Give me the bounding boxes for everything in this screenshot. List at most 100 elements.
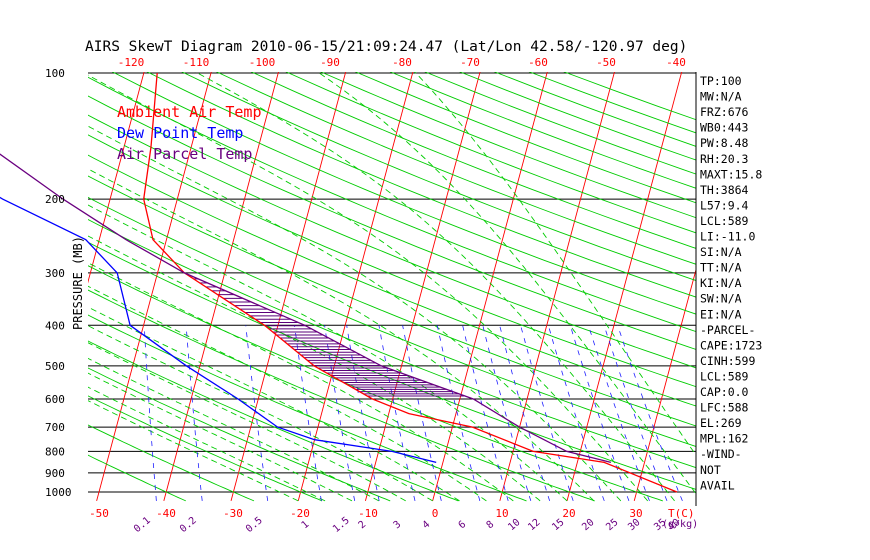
- dry-adiabat-line: [88, 395, 323, 502]
- dry-adiabat-line: [88, 154, 696, 407]
- index-value: MAXT:15.8: [700, 167, 762, 181]
- index-value: TH:3864: [700, 183, 749, 197]
- moist-adiabat-line: [88, 285, 487, 502]
- dry-adiabat-line: [320, 72, 696, 219]
- mixing-ratio-label: 20: [580, 517, 596, 533]
- index-value: LFC:588: [700, 401, 749, 415]
- pressure-tick-label: 400: [45, 319, 65, 332]
- dry-adiabat-line: [88, 219, 696, 469]
- index-value: RH:20.3: [700, 152, 749, 166]
- isotherm-line: [0, 54, 15, 501]
- isotherm-line: [432, 72, 548, 501]
- index-value: EL:269: [700, 416, 742, 430]
- mixing-ratio-line: [185, 325, 203, 501]
- dry-adiabat-line: [88, 76, 696, 333]
- moist-adiabat-line: [414, 72, 696, 456]
- index-value: -WIND-: [700, 447, 742, 461]
- dew-point-line: [0, 196, 437, 464]
- mixing-ratio-line: [436, 325, 481, 501]
- moist-adiabat-line: [194, 72, 675, 502]
- isotherm-line: [96, 72, 212, 501]
- index-value: LI:-11.0: [700, 230, 755, 244]
- moist-adiabat-line: [88, 342, 406, 502]
- mixing-ratio-line: [402, 325, 442, 501]
- moist-adiabat-line: [88, 74, 649, 502]
- mixing-ratio-label: 0.1: [132, 515, 153, 535]
- moist-adiabat-line: [88, 235, 541, 502]
- dry-adiabat-line: [250, 72, 696, 249]
- mixing-ratio-label: 1: [300, 519, 312, 531]
- mixing-ratio-label: 0.2: [178, 515, 199, 535]
- index-value: L57:9.4: [700, 198, 749, 212]
- index-value: AVAIL: [700, 478, 735, 492]
- top-temp-tick-label: -70: [460, 56, 480, 69]
- isotherm-line: [633, 268, 696, 501]
- dry-adiabat-line: [181, 72, 696, 281]
- mixing-ratio-line: [245, 325, 269, 501]
- mixing-ratio-line: [294, 325, 322, 501]
- isotherm-line: [230, 72, 347, 501]
- dry-adiabat-line: [88, 314, 527, 502]
- top-temp-tick-label: -60: [528, 56, 548, 69]
- mixing-ratio-label: 10: [506, 517, 522, 533]
- moist-adiabat-line: [88, 372, 353, 502]
- dry-adiabat-line: [88, 134, 696, 388]
- mixing-ratio-label: 8: [485, 519, 497, 531]
- index-value: CAPE:1723: [700, 338, 762, 352]
- pressure-tick-label: 600: [45, 393, 65, 406]
- top-temp-tick-label: -80: [392, 56, 412, 69]
- index-value: NOT: [700, 463, 721, 477]
- dry-adiabat-line: [216, 72, 696, 265]
- isotherm-line: [0, 54, 82, 501]
- index-value: MW:N/A: [700, 90, 742, 104]
- dry-adiabat-line: [146, 72, 696, 298]
- chart-title: AIRS SkewT Diagram 2010-06-15/21:09:24.4…: [85, 39, 687, 55]
- index-value: EI:N/A: [700, 307, 742, 321]
- isotherm-line: [566, 72, 683, 501]
- y-axis-label: PRESSURE (MB): [71, 236, 85, 330]
- index-value: WB0:443: [700, 121, 749, 135]
- pressure-tick-label: 100: [45, 67, 65, 80]
- legend-entry: Air Parcel Temp: [117, 145, 252, 163]
- bottom-temp-tick-label: -20: [290, 507, 310, 520]
- top-temp-tick-label: -120: [118, 56, 145, 69]
- dry-adiabat-line: [88, 196, 696, 447]
- legend-entry: Dew Point Temp: [117, 124, 243, 142]
- index-value: PW:8.48: [700, 136, 749, 150]
- bottom-temp-tick-label: -10: [358, 507, 378, 520]
- parcel-temp-line: [0, 153, 612, 464]
- mixing-ratio-line: [143, 325, 157, 501]
- dry-adiabat-line: [111, 72, 696, 315]
- isotherm-line: [769, 54, 870, 501]
- moist-adiabat-line: [88, 400, 299, 502]
- dry-adiabat-line: [528, 72, 696, 134]
- pressure-tick-label: 300: [45, 267, 65, 280]
- dry-adiabat-line: [424, 72, 696, 175]
- mixing-ratio-label: 25: [604, 517, 620, 533]
- dry-adiabat-line: [88, 289, 595, 502]
- isotherm-line: [163, 72, 279, 501]
- bottom-temp-tick-label: 0: [432, 507, 439, 520]
- mixing-ratio-label: 1.5: [331, 515, 352, 535]
- dry-adiabat-line: [88, 367, 391, 502]
- index-value: LCL:589: [700, 369, 749, 383]
- moist-adiabat-line: [88, 386, 326, 502]
- dry-adiabat-line: [88, 424, 255, 502]
- dry-adiabat-line: [88, 114, 696, 369]
- pressure-tick-label: 1000: [45, 486, 72, 499]
- mixing-ratio-line: [499, 325, 550, 502]
- mixing-ratio-line: [482, 325, 532, 502]
- x-axis-label: T(C): [668, 507, 695, 520]
- pressure-tick-label: 500: [45, 360, 65, 373]
- index-value: SI:N/A: [700, 245, 742, 259]
- mixing-ratio-label: 4: [421, 519, 433, 531]
- bottom-temp-tick-label: -30: [223, 507, 243, 520]
- moist-adiabat-line: [88, 125, 622, 502]
- isotherm-line: [297, 72, 414, 501]
- moist-adiabat-line: [316, 72, 696, 495]
- dry-adiabat-line: [88, 175, 696, 427]
- mixing-ratio-unit-label: (g/kg): [662, 519, 698, 530]
- mixing-ratio-label: 0.5: [244, 515, 265, 535]
- legend-entry: Ambient Air Temp: [117, 103, 262, 121]
- mixing-ratio-line: [346, 325, 380, 501]
